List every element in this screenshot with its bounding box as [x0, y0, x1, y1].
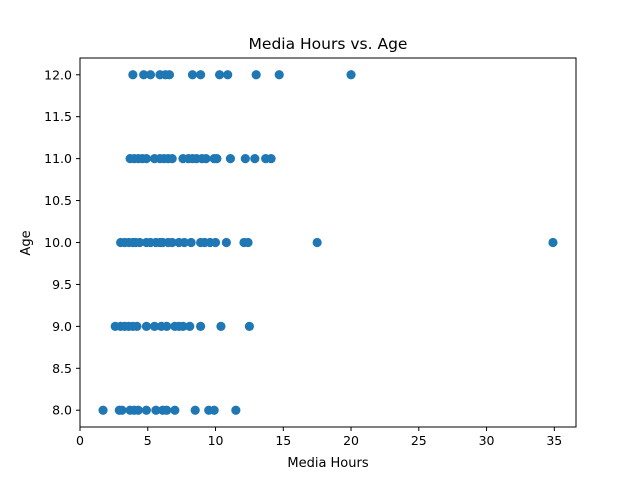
- x-axis-ticks: 0 5 10 15 20 25 30 35: [76, 427, 562, 448]
- data-point: [274, 70, 284, 80]
- x-tick-label: 35: [546, 433, 562, 448]
- data-point: [185, 321, 195, 331]
- data-point: [244, 321, 254, 331]
- data-point: [251, 70, 261, 80]
- data-point: [214, 70, 225, 80]
- data-point: [162, 405, 172, 415]
- data-point: [186, 237, 196, 248]
- x-axis-label: Media Hours: [287, 456, 368, 471]
- data-point: [151, 405, 161, 415]
- x-tick-label: 20: [343, 433, 359, 448]
- y-tick-label: 8.0: [52, 403, 72, 418]
- data-point: [141, 321, 152, 331]
- data-point: [240, 154, 250, 164]
- data-point: [187, 70, 198, 80]
- data-point: [139, 70, 149, 80]
- data-point: [128, 70, 138, 80]
- data-point: [141, 154, 152, 164]
- data-point: [201, 154, 211, 164]
- data-point: [223, 70, 233, 80]
- data-point: [167, 154, 177, 164]
- x-tick-label: 5: [144, 433, 152, 448]
- data-point: [196, 70, 206, 80]
- y-axis-ticks: 8.0 8.5 9.0 9.5 10.0 10.5 11.0 11.5 12.0: [44, 67, 80, 418]
- data-point: [250, 154, 260, 164]
- x-tick-label: 15: [275, 433, 291, 448]
- y-tick-label: 11.0: [44, 151, 72, 166]
- data-point: [212, 154, 222, 164]
- data-point: [190, 405, 200, 415]
- data-point: [179, 237, 189, 248]
- data-point: [133, 405, 143, 415]
- x-tick-label: 0: [76, 433, 84, 448]
- y-tick-label: 12.0: [44, 67, 72, 82]
- x-tick-label: 25: [411, 433, 427, 448]
- data-point: [216, 321, 226, 331]
- x-tick-label: 30: [479, 433, 495, 448]
- y-tick-label: 10.5: [44, 193, 72, 208]
- x-tick-label: 10: [208, 433, 224, 448]
- y-tick-label: 8.5: [52, 361, 72, 376]
- data-point: [117, 405, 127, 415]
- data-point: [149, 321, 160, 331]
- data-point: [164, 70, 175, 80]
- chart-title: Media Hours vs. Age: [249, 35, 408, 53]
- data-point: [170, 405, 180, 415]
- data-point: [266, 154, 276, 164]
- data-point: [145, 70, 156, 80]
- y-tick-label: 9.0: [52, 319, 72, 334]
- y-tick-label: 9.5: [52, 277, 72, 292]
- data-point: [210, 237, 221, 248]
- y-axis-label: Age: [19, 230, 34, 255]
- data-point: [225, 154, 236, 164]
- data-point: [135, 237, 145, 248]
- data-point: [167, 237, 177, 248]
- scatter-points: [98, 70, 558, 415]
- data-point: [312, 237, 322, 248]
- data-point: [141, 405, 152, 415]
- y-tick-label: 11.5: [44, 109, 72, 124]
- data-point: [548, 237, 558, 248]
- data-point: [243, 237, 253, 248]
- data-point: [132, 321, 142, 331]
- data-point: [178, 321, 188, 331]
- data-point: [346, 70, 356, 80]
- data-point: [231, 405, 241, 415]
- data-point: [221, 237, 231, 248]
- data-point: [209, 405, 219, 415]
- y-tick-label: 10.0: [44, 235, 72, 250]
- data-point: [162, 321, 172, 331]
- data-point: [196, 321, 206, 331]
- data-point: [98, 405, 108, 415]
